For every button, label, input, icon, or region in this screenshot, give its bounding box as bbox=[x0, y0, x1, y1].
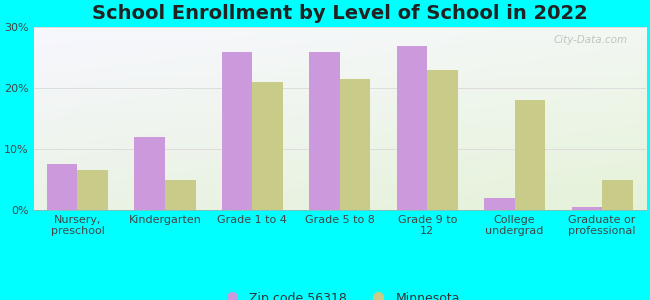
Bar bbox=[484, 198, 515, 210]
Text: City-Data.com: City-Data.com bbox=[553, 35, 627, 45]
Bar bbox=[135, 137, 165, 210]
Bar bbox=[571, 207, 602, 210]
Legend: Zip code 56318, Minnesota: Zip code 56318, Minnesota bbox=[214, 286, 465, 300]
Bar bbox=[309, 52, 340, 210]
Bar bbox=[222, 52, 252, 210]
Bar bbox=[340, 79, 370, 210]
Bar bbox=[165, 180, 196, 210]
Bar bbox=[252, 82, 283, 210]
Bar bbox=[515, 100, 545, 210]
Bar bbox=[427, 70, 458, 210]
Bar bbox=[602, 180, 632, 210]
Bar bbox=[77, 170, 108, 210]
Bar bbox=[396, 46, 427, 210]
Bar bbox=[47, 164, 77, 210]
Title: School Enrollment by Level of School in 2022: School Enrollment by Level of School in … bbox=[92, 4, 588, 23]
